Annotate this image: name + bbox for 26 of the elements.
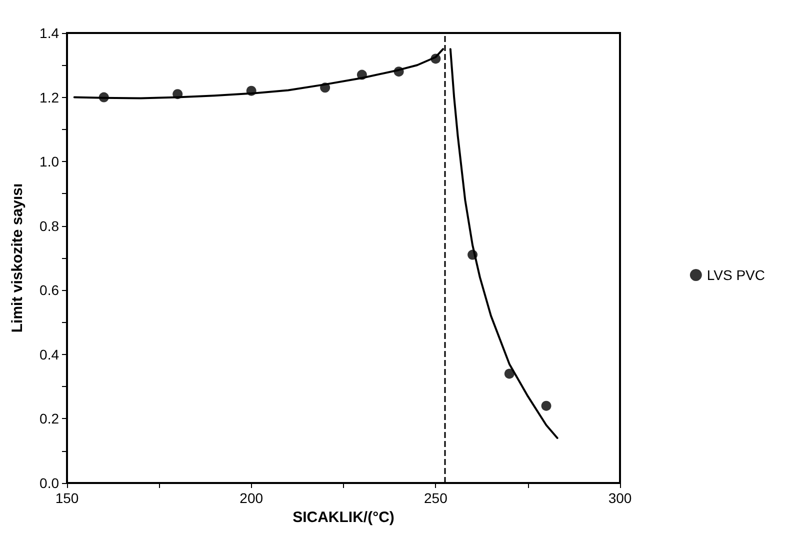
x-tick-label: 250 [424, 490, 448, 506]
y-tick-label: 0.2 [40, 410, 60, 427]
x-tick-label: 150 [55, 490, 79, 506]
point [468, 250, 478, 260]
point [541, 400, 552, 411]
y-tick-label: 0.8 [40, 218, 60, 234]
point [356, 70, 367, 80]
x-axis-title: SICAKLIK/(°C) [292, 508, 394, 526]
point [246, 86, 256, 96]
x-tick-label: 200 [240, 490, 264, 506]
point [98, 92, 109, 102]
y-axis-title: Limit viskozite sayısı [9, 183, 26, 333]
text: 0.0 [40, 475, 59, 491]
point [430, 54, 441, 64]
text: 1.0 [40, 154, 59, 170]
legend-label: LVS PVC [706, 267, 766, 283]
point [320, 82, 330, 93]
point [172, 89, 183, 100]
y-tick-label: 1.2 [40, 89, 60, 106]
point [504, 368, 514, 379]
y-tick-label: 0.6 [40, 282, 60, 298]
line-series [449, 48, 558, 439]
y-tick-label: 1.4 [40, 25, 60, 41]
point [394, 66, 404, 77]
y-tick-label: 0.4 [40, 346, 60, 362]
x-tick-label: 300 [608, 490, 632, 506]
